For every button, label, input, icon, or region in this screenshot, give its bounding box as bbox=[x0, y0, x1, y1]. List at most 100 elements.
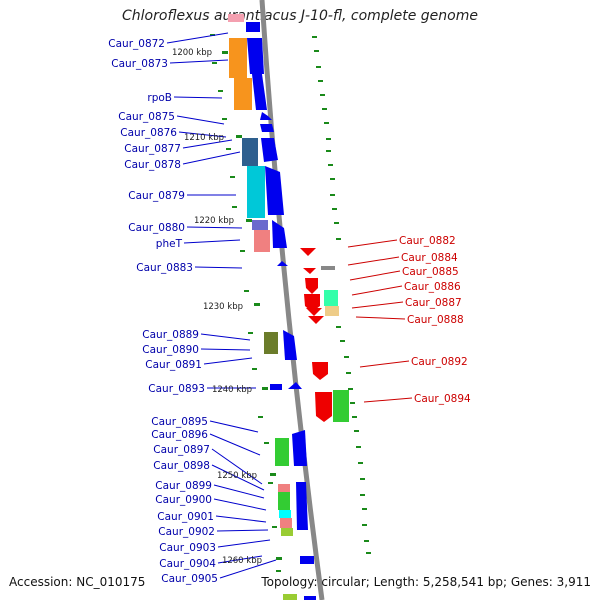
gene-label: Caur_0898 bbox=[153, 460, 210, 472]
gc-skew-mark bbox=[232, 206, 237, 208]
label-leader bbox=[359, 360, 410, 368]
gene-feature bbox=[260, 112, 272, 120]
map-title: Chloroflexus aurantiacus J-10-fl, comple… bbox=[122, 8, 478, 24]
gene-label: Caur_0884 bbox=[401, 252, 458, 264]
label-leader bbox=[209, 433, 261, 456]
gc-skew-mark bbox=[212, 62, 217, 64]
label-leader bbox=[200, 348, 251, 351]
gene-label: Caur_0892 bbox=[411, 356, 468, 368]
gene-feature bbox=[270, 384, 282, 390]
gene-label: Caur_0895 bbox=[151, 416, 208, 428]
gc-skew-mark bbox=[352, 416, 357, 418]
gc-skew-mark bbox=[318, 80, 323, 82]
gc-skew-mark bbox=[360, 478, 365, 480]
gc-skew-mark bbox=[344, 356, 349, 358]
gc-skew-mark bbox=[346, 372, 351, 374]
gene-label: Caur_0899 bbox=[155, 480, 212, 492]
label-leader bbox=[216, 529, 269, 532]
gene-label: Caur_0885 bbox=[402, 266, 459, 278]
gene-feature bbox=[272, 220, 287, 248]
label-leader bbox=[182, 151, 241, 165]
gene-label: Caur_0883 bbox=[136, 262, 193, 274]
gene-feature bbox=[304, 596, 316, 600]
gc-skew-mark bbox=[226, 148, 231, 150]
label-leader bbox=[182, 139, 233, 149]
gene-label: Caur_0894 bbox=[414, 393, 471, 405]
gene-label: Caur_0888 bbox=[407, 314, 464, 326]
right-labels: Caur_0882 Caur_0884 Caur_0885 Caur_0886 Caur… bbox=[347, 235, 471, 405]
gc-skew-mark bbox=[358, 462, 363, 464]
label-leader bbox=[211, 464, 265, 491]
gc-skew-mark bbox=[350, 402, 355, 404]
gc-skew-mark bbox=[316, 66, 321, 68]
gc-skew-mark bbox=[240, 250, 245, 252]
gc-skew-mark bbox=[322, 108, 327, 110]
gene-label: Caur_0886 bbox=[404, 281, 461, 293]
gene-feature bbox=[261, 138, 278, 162]
gene-label: Caur_0877 bbox=[124, 143, 181, 155]
gc-skew-mark bbox=[218, 90, 223, 92]
gc-skew-mark bbox=[268, 482, 273, 484]
label-leader bbox=[347, 256, 400, 266]
gene-feature bbox=[277, 261, 288, 266]
gene-label: Caur_0872 bbox=[108, 38, 165, 50]
kbp-tick-label: 1210 kbp bbox=[184, 133, 224, 143]
gc-skew-mark bbox=[356, 446, 361, 448]
kbp-tick-label: 1230 kbp bbox=[203, 302, 243, 312]
label-leader bbox=[351, 285, 403, 296]
gene-feature bbox=[265, 166, 284, 215]
gene-feature bbox=[292, 430, 307, 466]
label-leader bbox=[209, 420, 259, 433]
gene-label: Caur_0896 bbox=[151, 429, 208, 441]
label-leader bbox=[166, 32, 229, 44]
gene-label: Caur_0891 bbox=[145, 359, 202, 371]
label-leader bbox=[186, 226, 243, 229]
gc-skew-mark bbox=[312, 36, 317, 38]
gene-feature bbox=[246, 22, 260, 32]
label-leader bbox=[183, 239, 241, 244]
gc-skew-mark bbox=[314, 50, 319, 52]
gene-label: Caur_0900 bbox=[155, 494, 212, 506]
gc-skew-mark bbox=[210, 34, 215, 36]
gc-skew-mark bbox=[320, 94, 325, 96]
label-leader bbox=[363, 397, 413, 403]
gc-skew-mark bbox=[326, 150, 331, 152]
label-leader bbox=[347, 239, 398, 248]
gene-label: Caur_0876 bbox=[120, 127, 177, 139]
gc-skew-mark bbox=[272, 526, 277, 528]
gc-skew-mark bbox=[336, 238, 341, 240]
kbp-tick-label: 1240 kbp bbox=[212, 385, 252, 395]
label-leader bbox=[169, 59, 229, 64]
gene-feature bbox=[283, 330, 297, 360]
kbp-tick-label: 1250 kbp bbox=[217, 471, 257, 481]
label-leader bbox=[213, 498, 267, 511]
gc-skew-mark bbox=[328, 164, 333, 166]
gene-label: Caur_0887 bbox=[405, 297, 462, 309]
gene-label: Caur_0873 bbox=[111, 58, 168, 70]
label-leader bbox=[217, 539, 271, 548]
gc-skew-mark bbox=[336, 326, 341, 328]
label-leader bbox=[203, 357, 253, 365]
label-leader bbox=[200, 333, 251, 341]
gc-skew-mark bbox=[334, 222, 339, 224]
kbp-tick bbox=[262, 387, 268, 390]
gc-skew-mark bbox=[354, 430, 359, 432]
gc-skew-mark bbox=[324, 122, 329, 124]
gc-skew-mark bbox=[222, 118, 227, 120]
gc-skew-mark bbox=[248, 332, 253, 334]
genome-summary: Topology: circular; Length: 5,258,541 bp… bbox=[261, 575, 591, 589]
left-labels: Caur_0872 Caur_0873 rpoB Caur_0875 Caur_0876… bbox=[108, 32, 277, 585]
gc-skew-mark bbox=[332, 208, 337, 210]
label-leader bbox=[211, 448, 263, 485]
gc-skew-mark bbox=[364, 540, 369, 542]
gene-feature bbox=[260, 124, 274, 132]
gene-label: Caur_0893 bbox=[148, 383, 205, 395]
kbp-tick bbox=[270, 473, 276, 476]
label-leader bbox=[349, 270, 401, 281]
gene-label: Caur_0875 bbox=[118, 111, 175, 123]
gene-label: Caur_0905 bbox=[161, 573, 218, 585]
label-leader bbox=[355, 316, 406, 320]
gc-skew-mark bbox=[264, 442, 269, 444]
gene-label: Caur_0889 bbox=[142, 329, 199, 341]
